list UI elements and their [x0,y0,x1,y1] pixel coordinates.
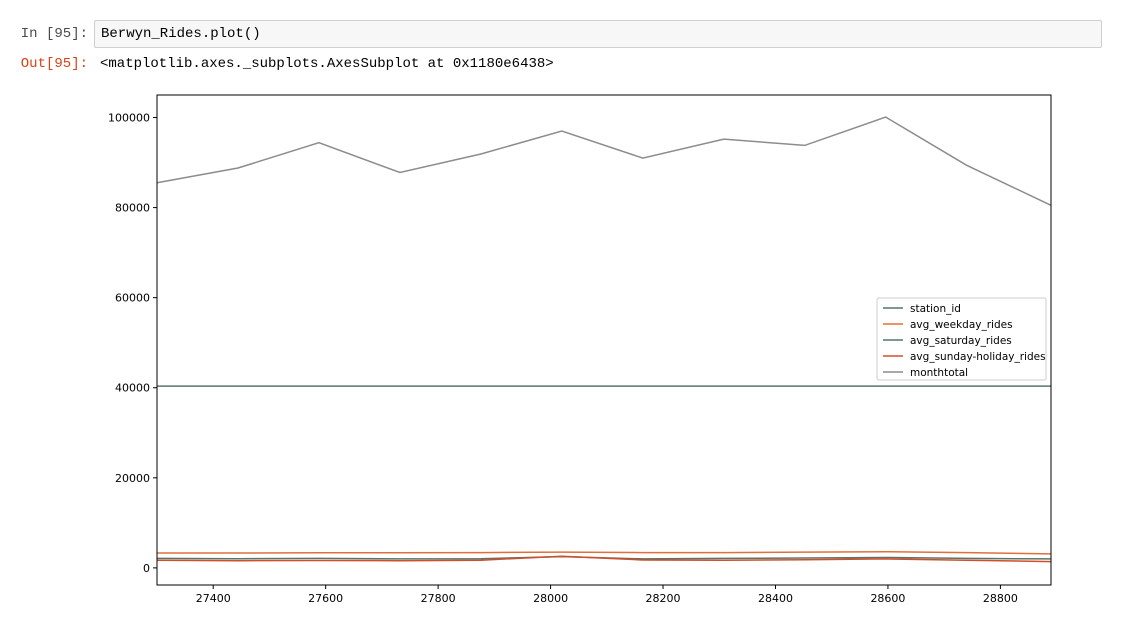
x-tick-label: 28800 [983,592,1018,605]
legend-label: avg_sunday-holiday_rides [910,351,1046,363]
code-input[interactable]: Berwyn_Rides.plot() [94,20,1102,48]
series-line-avg_weekday_rides [157,550,1052,555]
series-line-monthtotal [156,116,1052,206]
legend-label: avg_saturday_rides [910,335,1012,347]
x-tick-label: 28000 [533,592,568,605]
x-tick-label: 27800 [421,592,456,605]
y-axis: 0 20000 40000 60000 80000 100000 [108,112,157,575]
x-tick-label: 27400 [196,592,231,605]
x-tick-label: 28200 [646,592,681,605]
output-prompt: Out[95]: [20,56,88,72]
output-cell: Out[95]: <matplotlib.axes._subplots.Axes… [0,56,554,72]
y-tick-label: 20000 [115,472,150,485]
y-tick-label: 80000 [115,202,150,215]
input-cell: In [95]: Berwyn_Rides.plot() [0,20,1102,48]
series-lines [156,116,1052,563]
code-text: Berwyn_Rides.plot() [101,26,261,42]
series-line-avg_sunday-holiday_rides [156,555,1052,563]
legend: station_id avg_weekday_rides avg_saturday_… [876,297,1047,381]
legend-box [876,297,1047,381]
x-tick-label: 27600 [308,592,343,605]
y-tick-label: 100000 [108,112,150,125]
x-tick-label: 28400 [758,592,793,605]
y-tick-label: 60000 [115,292,150,305]
input-prompt: In [95]: [20,26,88,42]
y-tick-label: 0 [143,562,150,575]
x-axis: 27400 27600 27800 28000 28200 28400 28600 28800 [196,585,1018,605]
legend-label: station_id [910,303,961,315]
legend-label: avg_weekday_rides [910,319,1013,331]
y-tick-label: 40000 [115,382,150,395]
plot-frame [156,94,1052,586]
output-text: <matplotlib.axes._subplots.AxesSubplot a… [100,56,554,72]
x-tick-label: 28600 [870,592,905,605]
legend-label: monthtotal [910,367,968,379]
